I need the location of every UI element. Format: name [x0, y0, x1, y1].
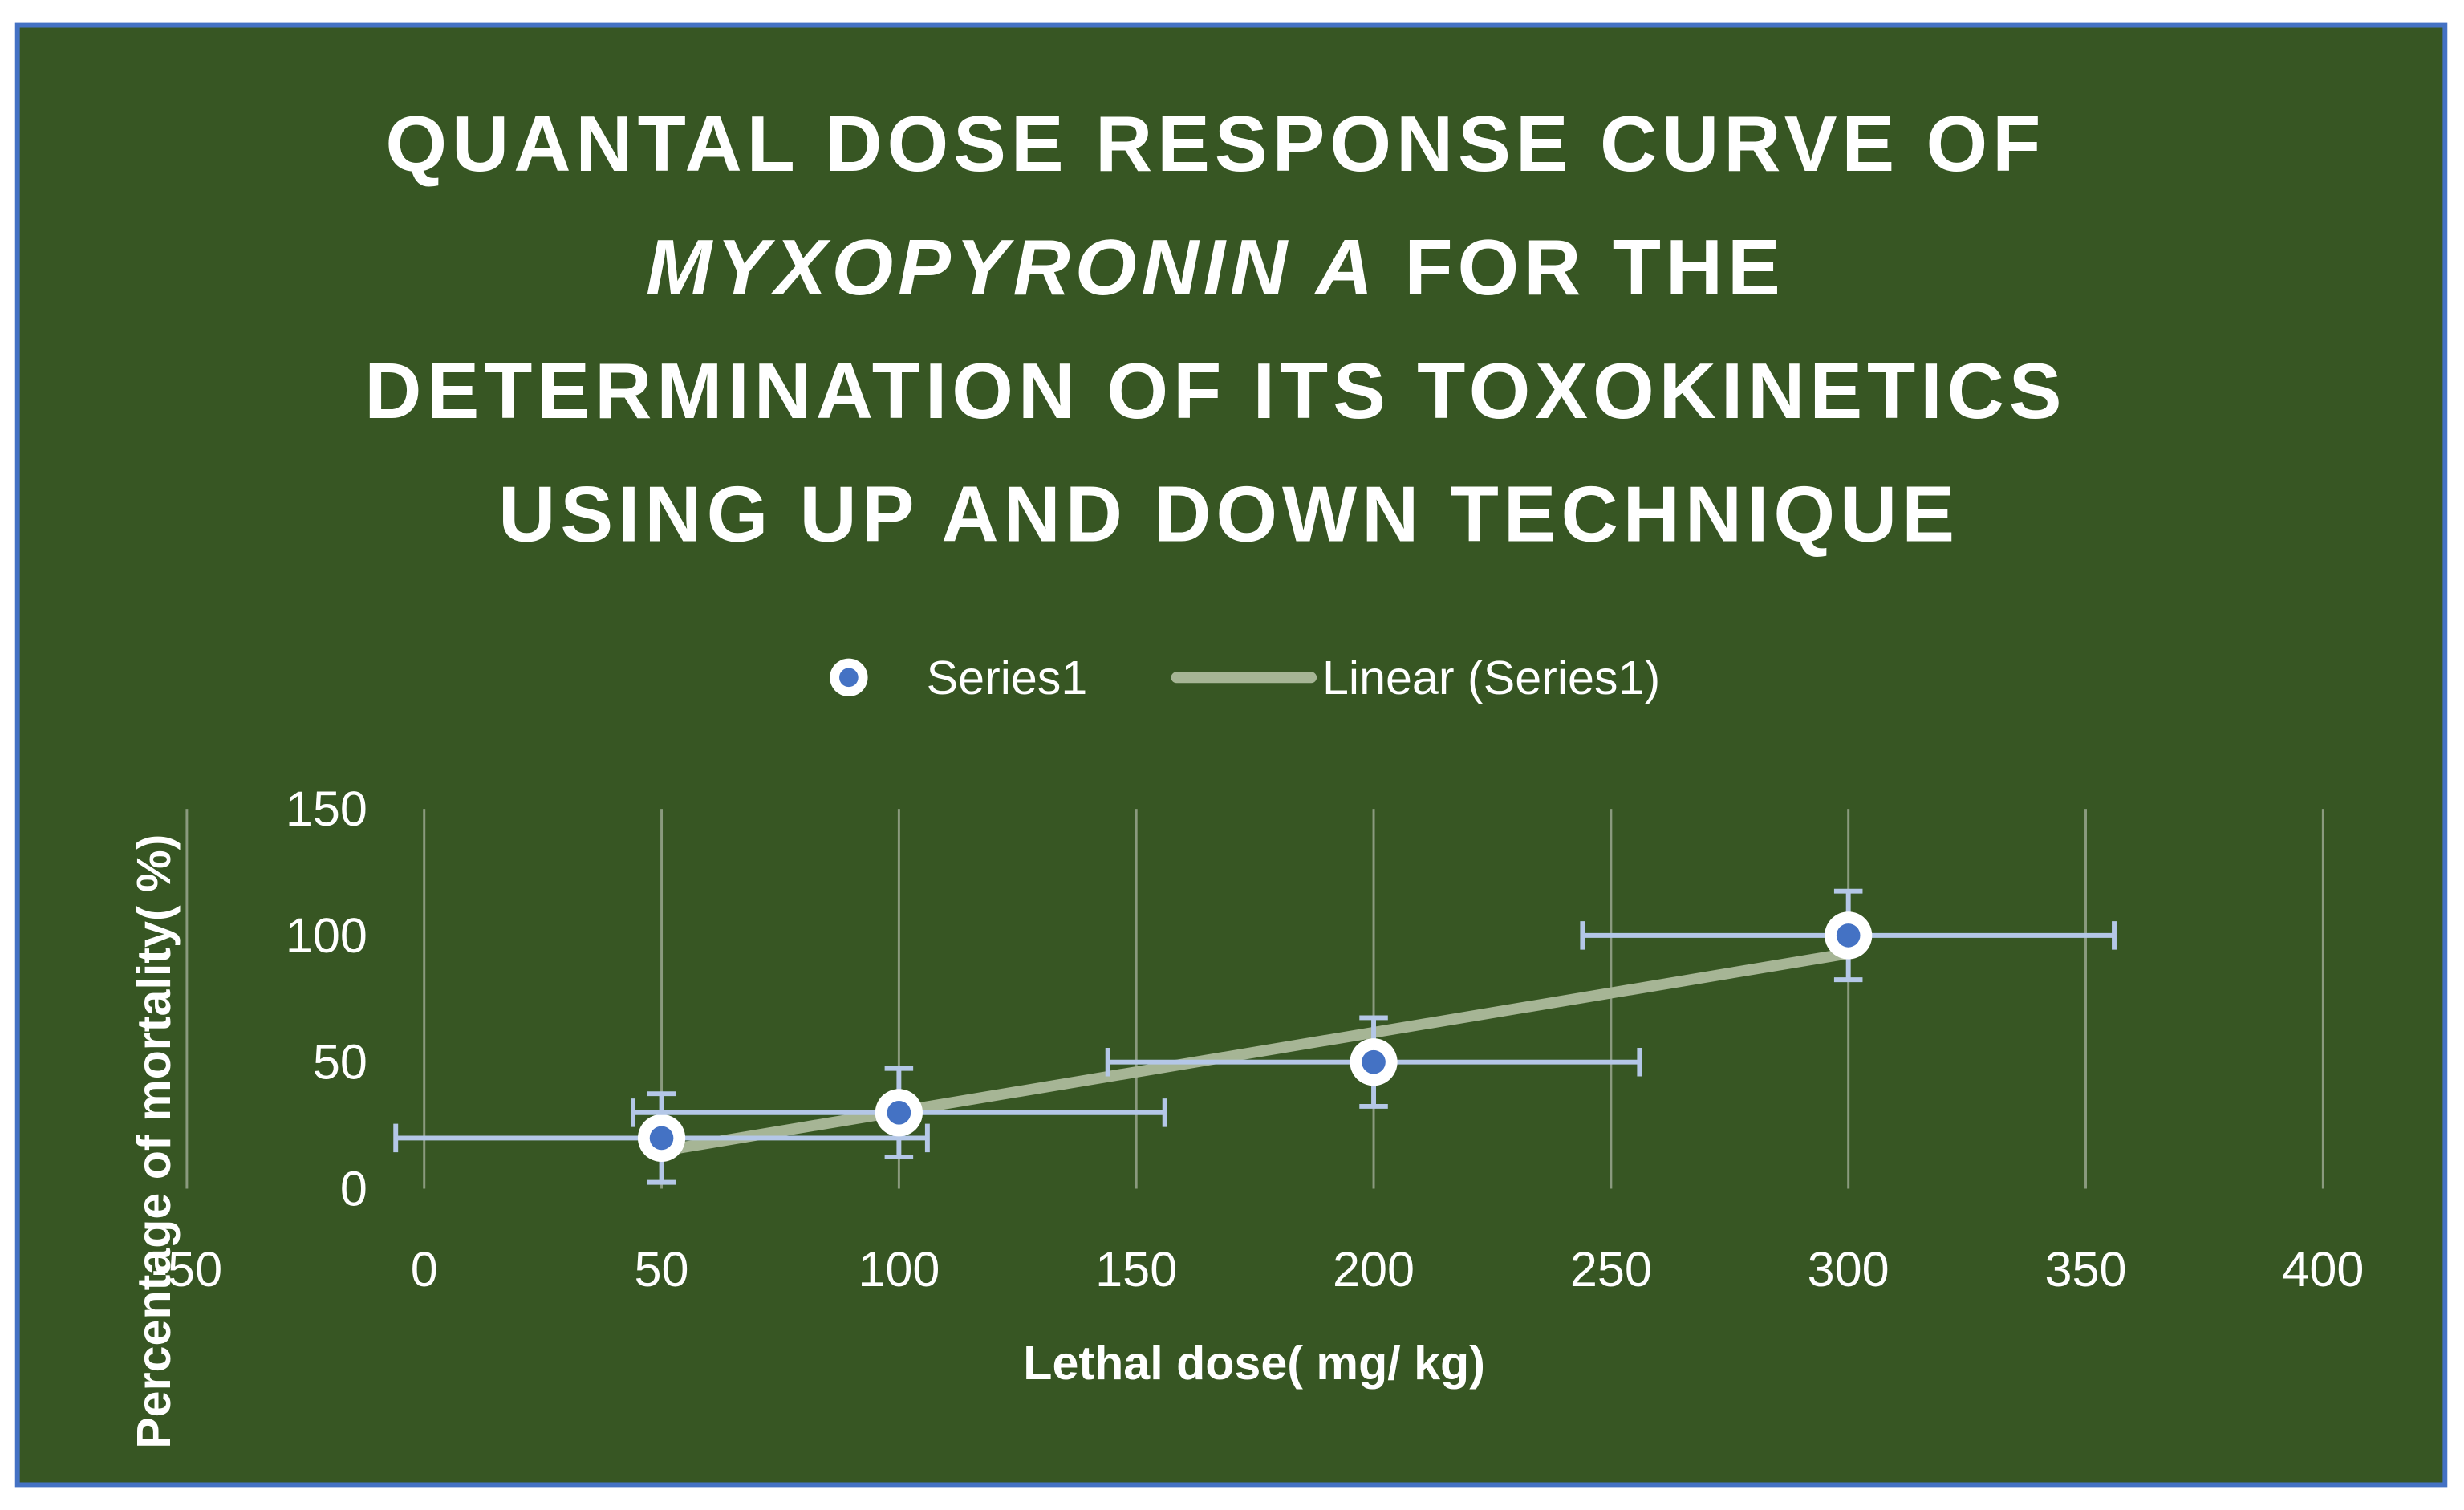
- y-tick-label: 0: [340, 1162, 367, 1216]
- y-tick-label: 50: [313, 1035, 367, 1090]
- error-bar-group: [1105, 1015, 1642, 1109]
- x-tick-label: 250: [1570, 1242, 1652, 1297]
- x-tick-label: 200: [1333, 1242, 1415, 1297]
- point: [887, 1101, 911, 1125]
- title-line: FOR THE: [1404, 223, 1784, 311]
- y-axis-title: Percentage of mortality( %): [127, 834, 181, 1449]
- title-line: USING UP AND DOWN TECHNIQUE: [498, 470, 1959, 558]
- trendline: [656, 948, 1854, 1157]
- y-title-clip: Percentage of mortality( %): [127, 834, 181, 1449]
- chart-background: [14, 22, 2448, 1488]
- title-line: MYXOPYRONIN A FOR THE: [646, 223, 1785, 311]
- title-italic: MYXOPYRONIN A: [646, 223, 1378, 311]
- title-line: QUANTAL DOSE RESPONSE CURVE OF: [385, 99, 2045, 188]
- legend-label: Series1: [927, 651, 1088, 704]
- chart-title: QUANTAL DOSE RESPONSE CURVE OF MYXOPYRON…: [364, 99, 2093, 558]
- x-tick-label: -50: [152, 1242, 222, 1297]
- y-tick-label: 150: [286, 781, 367, 836]
- x-tick-label: 350: [2044, 1242, 2126, 1297]
- legend-marker: [839, 668, 859, 688]
- title-line: DETERMINATION OF ITS TOXOKINETICS: [364, 347, 2066, 435]
- x-tick-label: 50: [635, 1242, 689, 1297]
- legend-label: Linear (Series1): [1322, 651, 1660, 704]
- point: [1836, 923, 1861, 948]
- point: [649, 1126, 674, 1151]
- x-tick-label: 100: [858, 1242, 940, 1297]
- x-tick-label: 300: [1808, 1242, 1890, 1297]
- y-tick-label: 100: [286, 908, 367, 963]
- x-tick-label: 0: [411, 1242, 438, 1297]
- point: [1362, 1049, 1386, 1074]
- x-axis-title: Lethal dose( mg/ kg): [1023, 1336, 1485, 1390]
- x-tick-label: 150: [1095, 1242, 1177, 1297]
- x-tick-label: 400: [2282, 1242, 2364, 1297]
